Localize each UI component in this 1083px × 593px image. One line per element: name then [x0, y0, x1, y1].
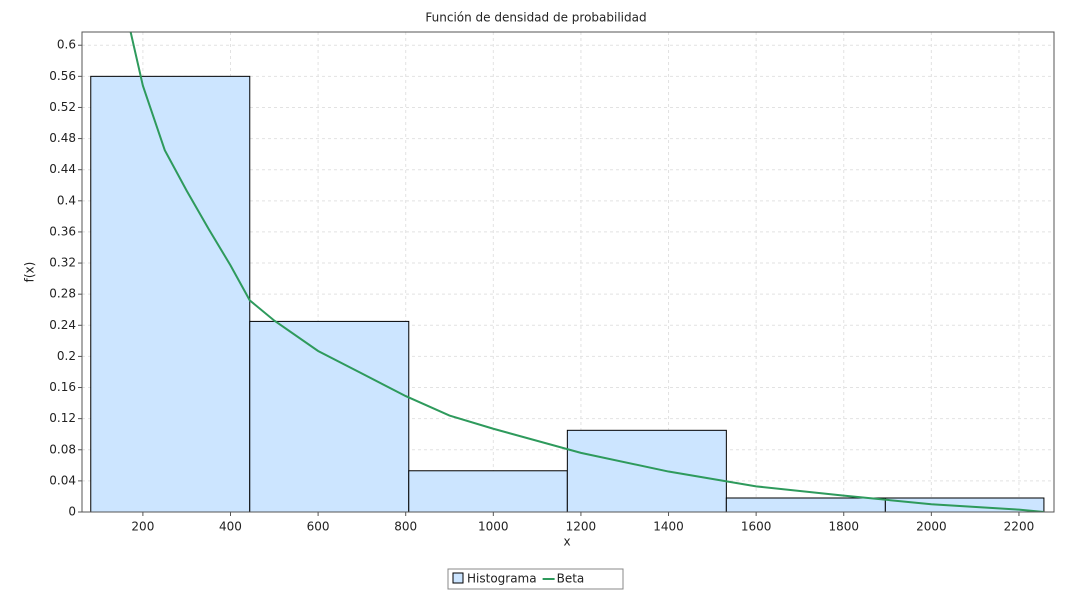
histogram-bar — [725, 497, 886, 513]
x-tick-label: 1800 — [828, 520, 859, 534]
y-tick-label: 0.28 — [49, 287, 76, 301]
y-tick-label: 0.32 — [49, 256, 76, 270]
y-tick-label: 0.12 — [49, 411, 76, 425]
y-tick-label: 0.2 — [57, 349, 76, 363]
y-axis-label: f(x) — [23, 262, 37, 283]
y-tick-label: 0.48 — [49, 131, 76, 145]
x-tick-label: 400 — [219, 520, 242, 534]
x-tick-label: 600 — [307, 520, 330, 534]
x-tick-label: 1400 — [653, 520, 684, 534]
x-tick-label: 1200 — [566, 520, 597, 534]
y-tick-label: 0.6 — [57, 38, 76, 52]
y-tick-label: 0.16 — [49, 380, 76, 394]
y-tick-label: 0.24 — [49, 318, 76, 332]
x-tick-label: 1600 — [741, 520, 772, 534]
legend — [447, 568, 624, 590]
marks — [90, 32, 1045, 513]
y-tick-label: 0.44 — [49, 162, 76, 176]
density-line — [129, 32, 1045, 512]
x-tick-label: 200 — [131, 520, 154, 534]
y-tick-label: 0.56 — [49, 69, 76, 83]
legend-label: Beta — [557, 572, 585, 586]
histogram-bar — [566, 429, 727, 513]
histogram-bar — [249, 320, 410, 513]
x-tick-label: 2200 — [1004, 520, 1035, 534]
legend-items: Histograma Beta — [452, 572, 585, 586]
x-tick-label: 1000 — [478, 520, 509, 534]
legend-swatch — [452, 572, 464, 584]
y-tick-label: 0.36 — [49, 224, 76, 238]
y-tick-label: 0.04 — [49, 473, 76, 487]
histogram-bar — [408, 470, 568, 513]
y-tick-label: 0.4 — [57, 193, 76, 207]
x-tick-label: 800 — [394, 520, 417, 534]
plot-frame — [81, 31, 1055, 513]
chart-title: Función de densidad de probabilidad — [425, 11, 646, 25]
x-axis-label: x — [563, 535, 570, 549]
y-tick-label: 0.52 — [49, 100, 76, 114]
x-tick-label: 2000 — [916, 520, 947, 534]
y-tick-label: 0.08 — [49, 442, 76, 456]
legend-label: Histograma — [467, 572, 537, 586]
y-tick-label: 0 — [68, 505, 76, 519]
histogram-bar — [90, 75, 251, 513]
